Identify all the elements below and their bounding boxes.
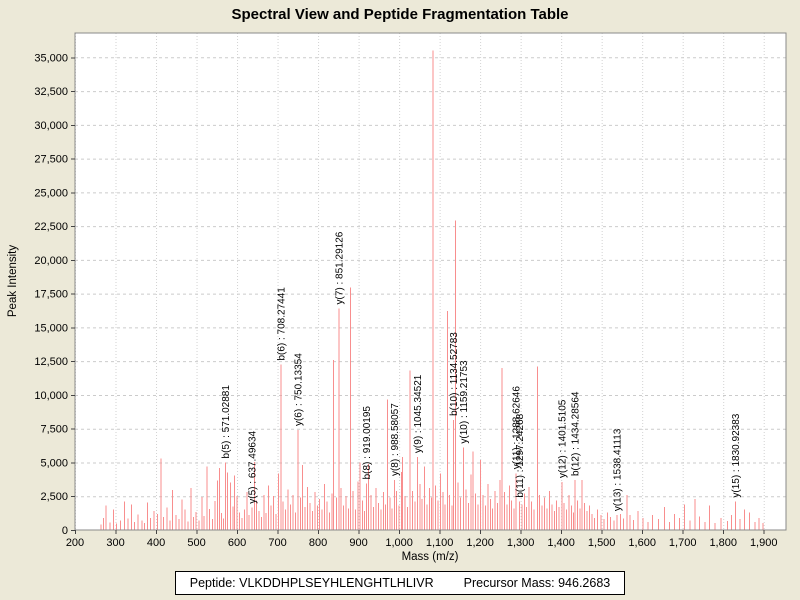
y-tick-label: 12,500 (34, 356, 68, 368)
x-tick-label: 1,400 (547, 537, 575, 549)
y-tick-label: 5,000 (40, 457, 68, 469)
x-tick-label: 800 (309, 537, 327, 549)
peak-annotation: y(15) : 1830.92383 (731, 413, 742, 497)
peak-annotation: b(5) : 571.02881 (221, 385, 232, 459)
y-tick-label: 15,000 (34, 322, 68, 334)
peptide-info-bar: Peptide: VLKDDHPLSEYHLENGHTLHLIVR Precurs… (0, 571, 800, 595)
x-tick-label: 1,000 (385, 537, 413, 549)
peak-annotation: y(9) : 1045.34521 (413, 374, 424, 453)
x-axis-title: Mass (m/z) (402, 551, 459, 563)
y-tick-label: 27,500 (34, 154, 68, 166)
x-tick-label: 1,900 (750, 537, 778, 549)
y-tick-label: 35,000 (34, 52, 68, 64)
peak-annotation: y(13) : 1538.41113 (613, 428, 624, 511)
y-tick-label: 20,000 (34, 255, 68, 267)
y-tick-label: 0 (62, 525, 68, 537)
plot-area[interactable] (75, 33, 786, 530)
plot-border (74, 32, 787, 531)
chart-title: Spectral View and Peptide Fragmentation … (231, 6, 569, 23)
y-axis-title: Peak Intensity (7, 245, 19, 317)
y-tick-label: 30,000 (34, 120, 68, 132)
peak-annotation: y(10) : 1159.21753 (459, 360, 470, 444)
y-tick-label: 17,500 (34, 289, 68, 301)
x-tick-label: 1,300 (507, 537, 535, 549)
peak-annotation: y(6) : 750.13354 (293, 353, 304, 426)
x-tick-label: 700 (268, 537, 286, 549)
x-tick-label: 1,500 (588, 537, 616, 549)
y-tick-label: 25,000 (34, 187, 68, 199)
x-tick-label: 900 (349, 537, 367, 549)
x-tick-label: 400 (147, 537, 165, 549)
peak-annotation: b(8) : 919.00195 (362, 406, 373, 480)
peak-annotation: y(7) : 851.29126 (334, 231, 345, 304)
peak-annotation: y(11) : 1288.62646 (512, 386, 523, 470)
peak-annotation: y(8) : 988.58057 (390, 403, 401, 476)
peptide-info-box: Peptide: VLKDDHPLSEYHLENGHTLHLIVR Precurs… (174, 571, 626, 595)
peak-annotation: y(12) : 1401.5105 (557, 399, 568, 478)
x-tick-label: 1,700 (669, 537, 697, 549)
x-tick-label: 1,800 (709, 537, 737, 549)
y-tick-label: 32,500 (34, 86, 68, 98)
y-tick-label: 2,500 (40, 491, 68, 503)
x-tick-label: 500 (187, 537, 205, 549)
x-tick-label: 1,600 (628, 537, 656, 549)
peak-annotation: b(10) : 1134.52783 (449, 332, 460, 416)
x-tick-label: 200 (66, 537, 84, 549)
peak-annotation: b(11) : 1297.24268 (515, 413, 526, 497)
peak-annotation: b(6) : 708.27441 (276, 287, 287, 361)
x-tick-label: 1,200 (466, 537, 494, 549)
y-tick-label: 22,500 (34, 221, 68, 233)
peak-annotation: b(12) : 1434.28564 (571, 391, 582, 476)
x-tick-label: 1,100 (426, 537, 454, 549)
x-tick-label: 600 (228, 537, 246, 549)
y-tick-label: 7,500 (40, 424, 68, 436)
peptide-sequence: Peptide: VLKDDHPLSEYHLENGHTLHLIVR (189, 576, 434, 590)
precursor-mass: Precursor Mass: 946.2683 (463, 576, 611, 590)
x-tick-label: 300 (106, 537, 124, 549)
y-tick-label: 10,000 (34, 390, 68, 402)
peak-annotation: y(5) : 637.49634 (248, 430, 259, 503)
